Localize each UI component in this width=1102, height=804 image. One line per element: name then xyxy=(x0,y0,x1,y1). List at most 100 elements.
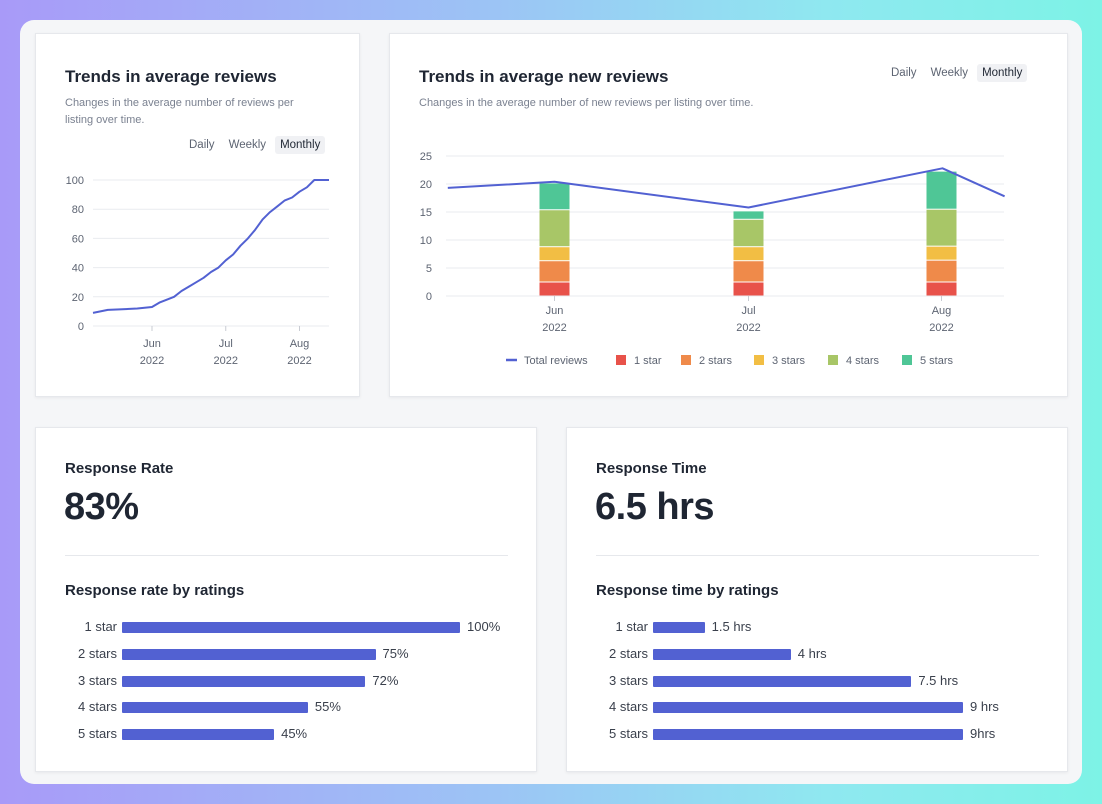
rating-bar xyxy=(122,729,275,741)
y-tick-label: 0 xyxy=(78,321,84,333)
rating-bar-row: 3 stars 7.5 hrs xyxy=(567,672,1047,688)
y-tick-label: 60 xyxy=(72,233,84,245)
rating-value: 9hrs xyxy=(970,726,996,742)
new-reviews-subtitle: Changes in the average number of new rev… xyxy=(419,97,754,109)
rating-label: 2 stars xyxy=(608,645,648,661)
rating-label: 4 stars xyxy=(77,699,117,715)
rating-label: 1 star xyxy=(615,619,648,634)
rating-bar xyxy=(653,648,791,660)
rating-bar-row: 4 stars 9 hrs xyxy=(567,699,1047,715)
legend-swatch xyxy=(616,355,626,365)
avg-reviews-line xyxy=(92,179,329,314)
rating-value: 45% xyxy=(281,726,308,742)
x-tick-year: 2022 xyxy=(287,355,311,367)
rating-bar-row: 5 stars 45% xyxy=(36,726,516,742)
x-tick-year: 2022 xyxy=(929,322,953,334)
avg-reviews-line-chart: 0 20 40 60 80 100 Jun 2022 Jul 2022 Aug 2022 xyxy=(66,175,329,367)
tab-weekly[interactable]: Weekly xyxy=(930,67,969,79)
legend-label: 5 stars xyxy=(920,355,954,367)
x-tick-year: 2022 xyxy=(214,355,238,367)
rating-bar xyxy=(122,702,308,714)
x-tick-year: 2022 xyxy=(140,355,164,367)
x-tick-label: Jul xyxy=(219,338,233,350)
response-time-card: Response Time 6.5 hrs Response time by r… xyxy=(566,427,1068,772)
legend-label: 1 star xyxy=(634,355,662,367)
tab-weekly[interactable]: Weekly xyxy=(228,139,267,151)
bar-segment-4-stars xyxy=(733,219,764,247)
rating-value: 55% xyxy=(314,699,341,715)
y-tick-label: 10 xyxy=(420,235,432,247)
new-reviews-stacked-bar-chart: 0 5 10 15 20 25 Jun 2022 Jul 2022 Aug 2022 Total rev… xyxy=(420,151,1006,367)
rating-label: 3 stars xyxy=(77,672,117,688)
legend-swatch xyxy=(902,355,912,365)
rating-value: 9 hrs xyxy=(970,699,999,715)
rating-bar xyxy=(122,648,376,660)
bar-segment-3-stars xyxy=(926,246,957,260)
x-tick-label: Aug xyxy=(932,305,952,317)
bar-segment-1-star xyxy=(926,282,957,296)
x-tick-label: Aug xyxy=(290,338,310,350)
rating-bar-row: 2 stars 4 hrs xyxy=(567,645,1047,661)
new-reviews-card: Trends in average new reviews Changes in… xyxy=(389,33,1068,397)
response-rate-label: Response Rate xyxy=(65,460,174,477)
avg-reviews-subtitle-line2: listing over time. xyxy=(65,114,145,126)
bar-segment-2-stars xyxy=(926,260,957,282)
rating-label: 4 stars xyxy=(608,699,648,715)
rating-bar-row: 5 stars 9hrs xyxy=(567,726,1047,742)
rating-label: 1 star xyxy=(84,619,117,634)
x-tick-year: 2022 xyxy=(736,322,760,334)
response-rate-by-ratings-title: Response rate by ratings xyxy=(65,582,245,599)
rating-value: 75% xyxy=(382,645,409,661)
rating-bar xyxy=(653,729,963,741)
y-tick-label: 40 xyxy=(72,263,84,275)
legend-swatch xyxy=(681,355,691,365)
bar-segment-1-star xyxy=(539,282,570,296)
response-time-label: Response Time xyxy=(596,460,707,477)
legend-label: 4 stars xyxy=(846,355,880,367)
rating-bar xyxy=(122,622,460,633)
bar-segment-4-stars xyxy=(539,210,570,247)
rating-bar-row: 4 stars 55% xyxy=(36,699,516,715)
rating-bar xyxy=(122,675,366,687)
bar-segment-2-stars xyxy=(539,261,570,282)
rating-label: 2 stars xyxy=(77,645,117,661)
rating-bar xyxy=(653,675,912,687)
tab-daily[interactable]: Daily xyxy=(189,139,215,151)
y-tick-label: 0 xyxy=(426,291,432,303)
bar-segment-5-stars xyxy=(539,183,570,210)
avg-reviews-period-tabs: Daily Weekly Monthly xyxy=(184,136,326,154)
rating-bar-row: 1 star 100% xyxy=(36,619,516,634)
tab-daily[interactable]: Daily xyxy=(891,67,917,79)
x-tick-label: Jun xyxy=(143,338,161,350)
x-tick-year: 2022 xyxy=(542,322,566,334)
bar-segment-3-stars xyxy=(733,247,764,261)
avg-reviews-subtitle-line1: Changes in the average number of reviews… xyxy=(65,97,294,109)
y-tick-label: 5 xyxy=(426,263,432,275)
legend-label: Total reviews xyxy=(524,355,588,367)
y-tick-label: 25 xyxy=(420,151,432,163)
legend-swatch xyxy=(828,355,838,365)
bar-segment-1-star xyxy=(733,282,764,296)
y-tick-label: 100 xyxy=(66,175,84,187)
tab-monthly[interactable]: Monthly xyxy=(977,64,1028,82)
rating-bar-row: 3 stars 72% xyxy=(36,672,516,688)
response-time-value: 6.5 hrs xyxy=(595,486,715,528)
total-reviews-line xyxy=(447,167,1006,209)
rating-value: 100% xyxy=(467,619,501,634)
rating-label: 5 stars xyxy=(77,726,117,742)
tab-monthly[interactable]: Monthly xyxy=(275,136,326,154)
x-tick-label: Jul xyxy=(741,305,755,317)
rating-bar-row: 2 stars 75% xyxy=(36,645,516,661)
rating-bar xyxy=(653,702,963,714)
response-rate-value: 83% xyxy=(64,486,139,528)
divider xyxy=(65,555,508,556)
rating-label: 3 stars xyxy=(608,672,648,688)
bar-segment-5-stars xyxy=(926,171,957,209)
new-reviews-title: Trends in average new reviews xyxy=(419,67,669,86)
rating-value: 1.5 hrs xyxy=(711,619,752,634)
legend-label: 2 stars xyxy=(699,355,733,367)
rating-value: 72% xyxy=(372,672,399,688)
y-tick-label: 20 xyxy=(420,179,432,191)
bar-segment-5-stars xyxy=(733,211,764,219)
bar-segment-3-stars xyxy=(539,247,570,261)
